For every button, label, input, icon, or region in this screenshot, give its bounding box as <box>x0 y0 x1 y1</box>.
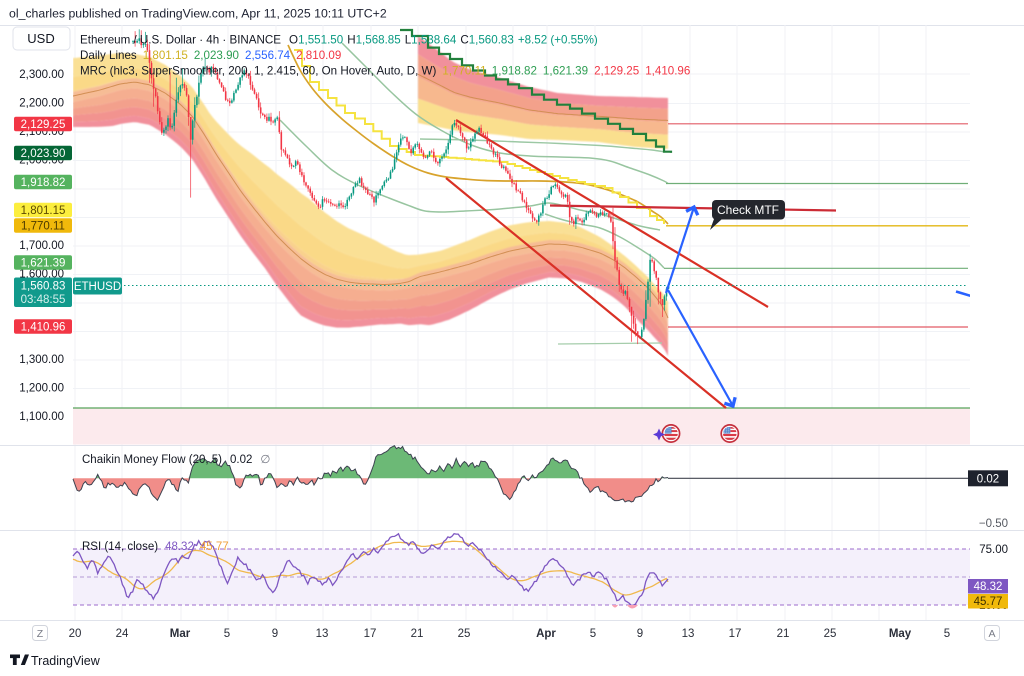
svg-text:21: 21 <box>777 628 790 640</box>
svg-text:1,621.39: 1,621.39 <box>21 258 66 270</box>
svg-text:48.32: 48.32 <box>974 581 1003 593</box>
svg-text:1,770.11: 1,770.11 <box>21 221 65 233</box>
svg-text:2,129.25: 2,129.25 <box>21 119 66 131</box>
svg-text:17: 17 <box>729 628 742 640</box>
svg-text:Check MTF: Check MTF <box>717 203 779 217</box>
svg-text:1,100.00: 1,100.00 <box>19 411 64 423</box>
svg-text:−0.50: −0.50 <box>979 518 1008 530</box>
svg-text:1,700.00: 1,700.00 <box>19 240 64 252</box>
svg-text:5: 5 <box>224 628 230 640</box>
svg-text:1,918.82: 1,918.82 <box>21 177 66 189</box>
svg-text:17: 17 <box>364 628 377 640</box>
svg-text:25: 25 <box>458 628 471 640</box>
svg-text:13: 13 <box>316 628 329 640</box>
svg-text:1,560.83: 1,560.83 <box>21 281 66 293</box>
svg-text:20: 20 <box>69 628 82 640</box>
svg-text:13: 13 <box>682 628 695 640</box>
svg-text:1,200.00: 1,200.00 <box>19 383 64 395</box>
svg-text:USD: USD <box>27 31 54 46</box>
svg-text:Ethereum / U.S. Dollar · 4h ·: Ethereum / U.S. Dollar · 4h · BINANCE O1,… <box>80 34 598 47</box>
svg-text:Chaikin Money Flow (20, 5)0.02: Chaikin Money Flow (20, 5) 0.02 ∅ <box>82 454 270 466</box>
svg-text:25: 25 <box>824 628 837 640</box>
svg-text:75.00: 75.00 <box>979 544 1008 556</box>
svg-text:9: 9 <box>272 628 278 640</box>
svg-text:0.02: 0.02 <box>977 473 999 485</box>
svg-text:5: 5 <box>944 628 950 640</box>
svg-text:2,023.90: 2,023.90 <box>21 148 66 160</box>
svg-text:May: May <box>889 628 912 640</box>
svg-text:Mar: Mar <box>170 628 191 640</box>
svg-text:1,300.00: 1,300.00 <box>19 354 64 366</box>
svg-text:A: A <box>988 628 995 640</box>
svg-text:45.77: 45.77 <box>974 596 1003 608</box>
svg-text:1,410.96: 1,410.96 <box>21 322 66 334</box>
svg-text:1,801.15: 1,801.15 <box>21 205 66 217</box>
svg-text:24: 24 <box>116 628 129 640</box>
svg-text:21: 21 <box>411 628 424 640</box>
svg-text:03:48:55: 03:48:55 <box>21 294 66 306</box>
svg-text:TradingView: TradingView <box>31 654 101 668</box>
svg-text:Z: Z <box>37 628 44 640</box>
svg-text:5: 5 <box>590 628 596 640</box>
svg-text:MRC (hlc3, SuperSmoother, 200,: MRC (hlc3, SuperSmoother, 200, 1, 2.415,… <box>80 65 690 78</box>
svg-text:2,200.00: 2,200.00 <box>19 98 64 110</box>
svg-text:ol_charles published on Tradin: ol_charles published on TradingView.com,… <box>9 7 387 21</box>
svg-text:ETHUSD: ETHUSD <box>74 281 121 293</box>
svg-text:Apr: Apr <box>536 628 556 640</box>
svg-text:2,300.00: 2,300.00 <box>19 69 64 81</box>
svg-text:9: 9 <box>637 628 643 640</box>
